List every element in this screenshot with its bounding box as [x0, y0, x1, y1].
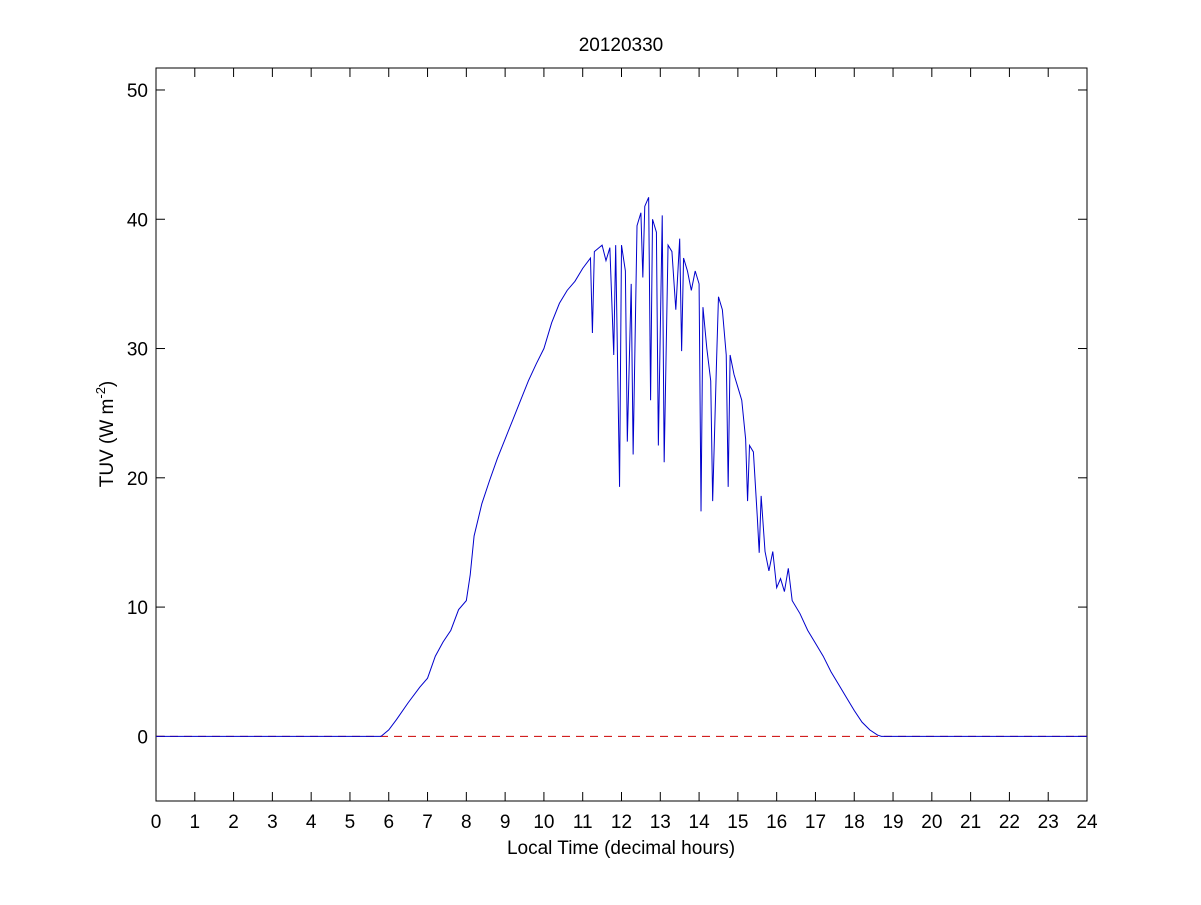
x-tick-label: 5: [345, 812, 356, 833]
x-tick-label: 16: [766, 812, 787, 833]
x-tick-label: 4: [306, 812, 317, 833]
x-tick-label: 11: [573, 812, 593, 833]
x-tick-label: 6: [383, 812, 394, 833]
y-tick-label: 20: [127, 469, 148, 490]
x-tick-label: 20: [921, 812, 942, 833]
x-tick-label: 21: [960, 812, 981, 833]
x-tick-label: 3: [267, 812, 278, 833]
x-tick-label: 19: [882, 812, 903, 833]
x-tick-label: 8: [461, 812, 472, 833]
x-tick-label: 17: [805, 812, 826, 833]
x-tick-label: 15: [727, 812, 748, 833]
x-tick-label: 10: [533, 812, 554, 833]
x-tick-label: 18: [844, 812, 865, 833]
x-tick-label: 1: [190, 812, 201, 833]
x-axis-label: Local Time (decimal hours): [507, 838, 735, 859]
x-tick-label: 9: [500, 812, 511, 833]
x-tick-label: 23: [1038, 812, 1059, 833]
x-tick-label: 7: [422, 812, 433, 833]
chart-title: 20120330: [579, 35, 664, 56]
x-tick-label: 22: [999, 812, 1020, 833]
x-tick-label: 24: [1076, 812, 1098, 833]
y-tick-label: 30: [127, 340, 148, 361]
y-label-suffix: ): [97, 381, 118, 387]
x-tick-label: 13: [650, 812, 671, 833]
x-tick-label: 14: [689, 812, 711, 833]
y-label-text: TUV (W m: [97, 399, 118, 488]
y-tick-label: 0: [137, 727, 148, 748]
data-line: [156, 197, 1087, 737]
plot-area: [155, 67, 1088, 802]
y-tick-label: 10: [127, 598, 148, 619]
x-tick-label: 0: [151, 812, 162, 833]
y-tick-label: 50: [127, 81, 148, 102]
y-tick-label: 40: [127, 210, 148, 231]
y-label-superscript: -2: [93, 387, 108, 399]
x-tick-label: 12: [611, 812, 632, 833]
x-tick-label: 2: [228, 812, 239, 833]
y-axis-label: TUV (W m-2): [93, 381, 118, 488]
